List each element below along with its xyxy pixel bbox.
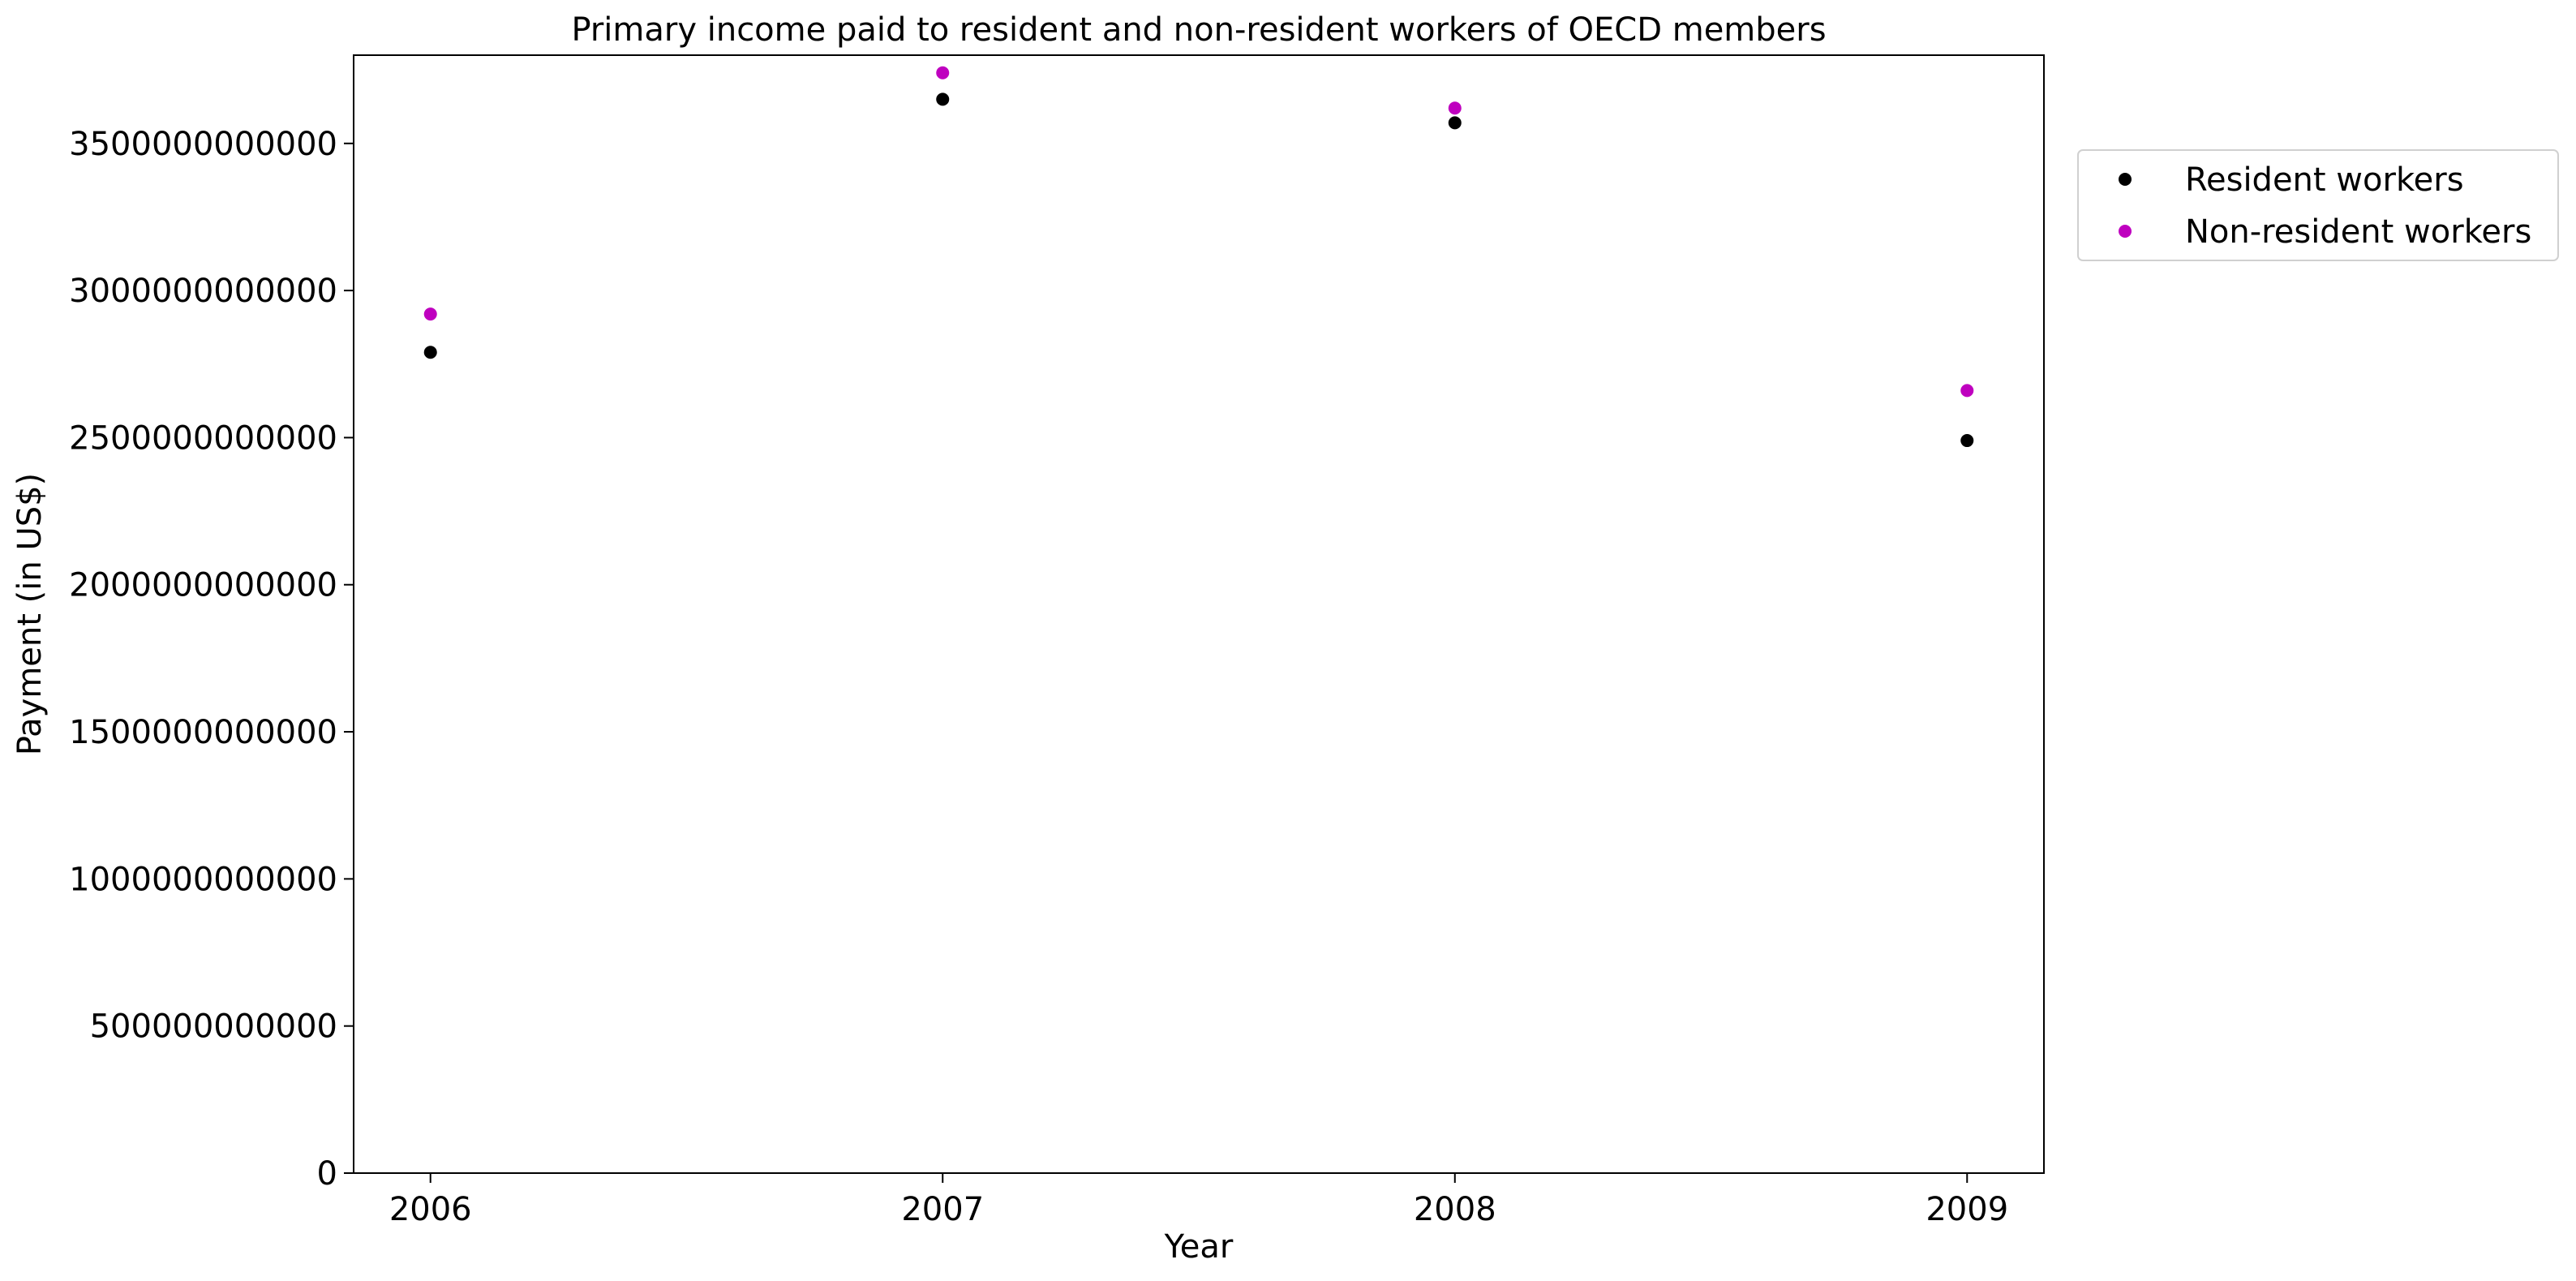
data-point-non-resident-workers xyxy=(423,307,437,321)
chart-title: Primary income paid to resident and non-… xyxy=(571,11,1826,49)
data-point-non-resident-workers xyxy=(936,66,950,80)
y-tick-label: 500000000000 xyxy=(90,1008,337,1046)
plot-area xyxy=(353,54,2045,1174)
x-tick-label: 2009 xyxy=(1926,1191,2008,1228)
y-tick-label: 2000000000000 xyxy=(69,567,337,604)
data-point-resident-workers xyxy=(936,92,950,106)
x-tick-label: 2008 xyxy=(1414,1191,1496,1228)
y-tick-label: 2500000000000 xyxy=(69,419,337,457)
legend-label-non-resident-workers: Non-resident workers xyxy=(2185,213,2531,251)
x-axis-label: Year xyxy=(1164,1228,1234,1266)
y-tick-label: 3500000000000 xyxy=(69,126,337,163)
x-tick-label: 2006 xyxy=(389,1191,472,1228)
legend-marker-non-resident-workers xyxy=(2119,225,2132,238)
legend: Resident workers Non-resident workers xyxy=(2077,149,2559,261)
y-tick-label: 1000000000000 xyxy=(69,861,337,898)
y-tick-label: 1500000000000 xyxy=(69,714,337,751)
legend-label-resident-workers: Resident workers xyxy=(2185,161,2464,199)
data-points xyxy=(423,66,1974,448)
data-point-non-resident-workers xyxy=(1960,384,1974,398)
y-axis-ticks: 0 500000000000 1000000000000 1500000000000 2… xyxy=(69,126,354,1193)
legend-marker-resident-workers xyxy=(2119,173,2132,186)
data-point-non-resident-workers xyxy=(1448,101,1462,115)
data-point-resident-workers xyxy=(1448,116,1462,130)
x-tick-label: 2007 xyxy=(901,1191,984,1228)
x-axis-ticks: 2006 2007 2008 2009 xyxy=(389,1173,2008,1228)
data-point-resident-workers xyxy=(423,346,437,359)
y-tick-label: 0 xyxy=(317,1155,337,1193)
y-axis-label: Payment (in US$) xyxy=(11,473,49,755)
data-point-resident-workers xyxy=(1960,434,1974,448)
y-tick-label: 3000000000000 xyxy=(69,273,337,310)
legend-box xyxy=(2077,149,2559,261)
